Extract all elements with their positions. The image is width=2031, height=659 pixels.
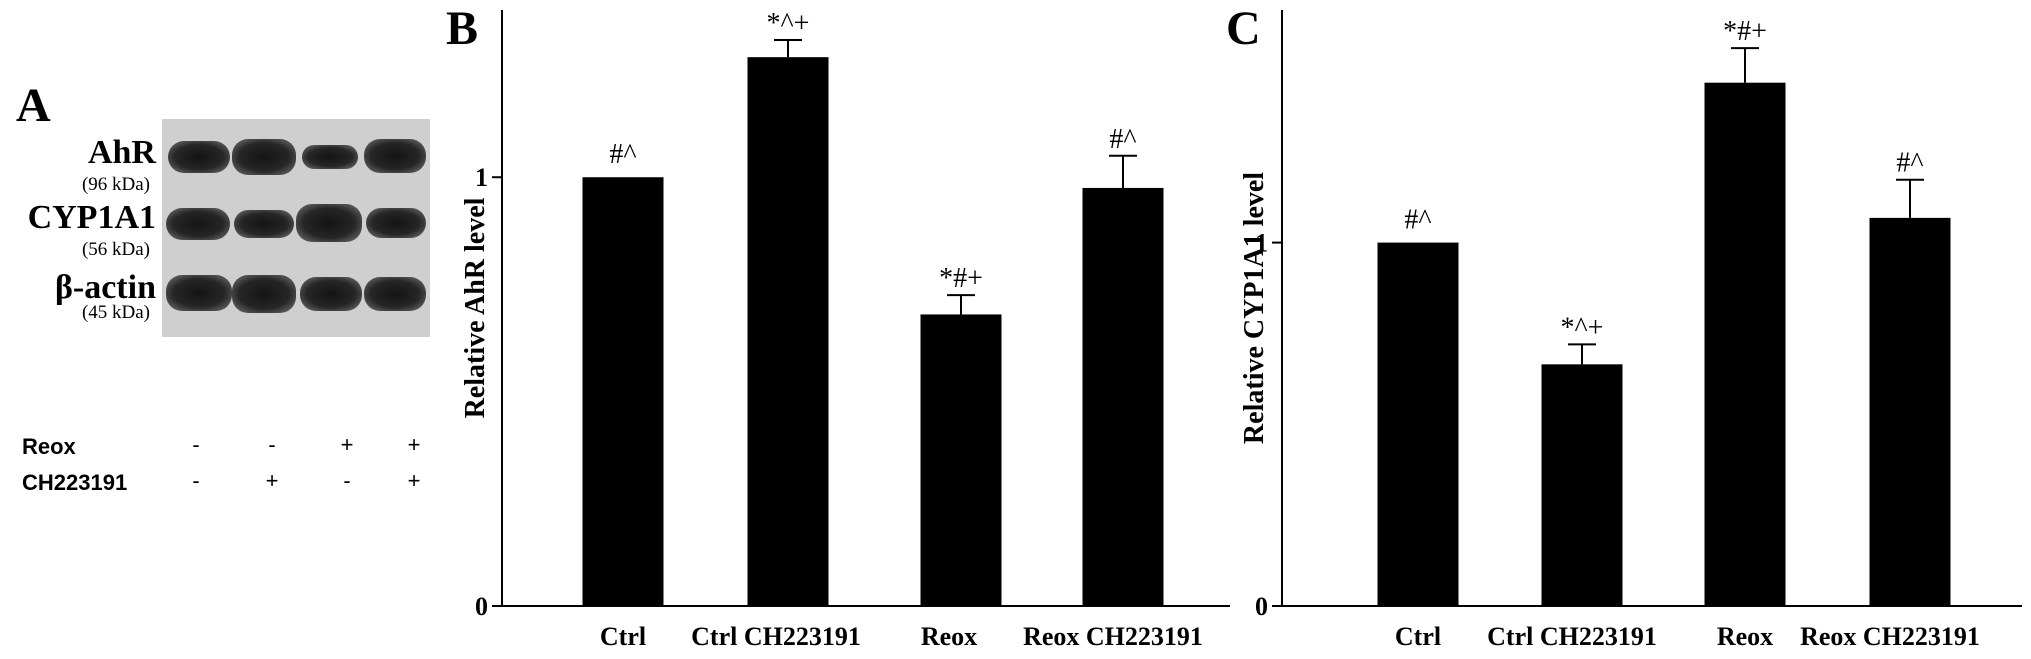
- band: [366, 208, 426, 238]
- panel-letter: B: [446, 2, 478, 55]
- significance-annotation: *#+: [1723, 16, 1767, 47]
- bar: [1082, 187, 1164, 606]
- condition-sign: -: [268, 432, 276, 457]
- bar: [1869, 217, 1951, 606]
- x-tick-label: Ctrl CH223191: [1487, 622, 1657, 651]
- blot-label-beta-actin: β-actin: [54, 269, 156, 306]
- condition-sign: -: [343, 468, 351, 493]
- significance-annotation: #^: [609, 139, 636, 170]
- band: [166, 275, 232, 311]
- blot-label-ahr: AhR: [87, 134, 156, 171]
- band: [364, 139, 426, 173]
- condition-label-ch223191: CH223191: [22, 470, 128, 495]
- band: [300, 277, 362, 311]
- bar: [747, 57, 829, 606]
- x-tick-label: Reox CH223191: [1800, 622, 1980, 651]
- band: [168, 141, 230, 173]
- x-tick-label: Reox: [921, 622, 977, 651]
- blot-label-cyp1a1: CYP1A1: [27, 199, 156, 236]
- y-tick-label: 1: [475, 163, 488, 192]
- panel-letter-a: A: [16, 79, 51, 132]
- western-blot-panel: A AhR (96 kDa) CYP1A1 (56 kDa) β-actin (…: [0, 0, 440, 659]
- condition-sign: +: [407, 468, 421, 493]
- band: [296, 204, 362, 242]
- condition-sign: -: [192, 468, 200, 493]
- blot-kda-ahr: (96 kDa): [81, 174, 150, 195]
- x-tick-label: Ctrl: [1395, 622, 1441, 651]
- y-axis-label: Relative AhR level: [460, 197, 491, 418]
- blot-strip-beta-actin: [162, 257, 430, 337]
- blot-kda-beta-actin: (45 kDa): [81, 302, 150, 323]
- condition-sign: +: [340, 432, 354, 457]
- x-tick-label: Ctrl CH223191: [691, 622, 861, 651]
- band: [234, 210, 294, 238]
- x-tick-label: Reox: [1717, 622, 1773, 651]
- blot-kda-cyp1a1: (56 kDa): [81, 239, 150, 260]
- x-tick-label: Ctrl: [600, 622, 646, 651]
- significance-annotation: #^: [1404, 205, 1431, 236]
- panel-letter: C: [1226, 2, 1261, 55]
- band: [232, 139, 296, 175]
- bar: [1704, 82, 1786, 607]
- bar: [582, 177, 664, 606]
- x-tick-label: Reox CH223191: [1023, 622, 1203, 651]
- condition-label-reox: Reox: [22, 434, 76, 459]
- condition-sign: +: [265, 468, 279, 493]
- y-tick-label: 0: [1255, 592, 1268, 621]
- condition-sign: -: [192, 432, 200, 457]
- condition-sign: +: [407, 432, 421, 457]
- y-axis-label: Relative CYP1A1 level: [1239, 172, 1270, 444]
- band: [232, 275, 296, 313]
- significance-annotation: #^: [1896, 148, 1923, 179]
- y-tick-label: 0: [475, 592, 488, 621]
- significance-annotation: #^: [1109, 124, 1136, 155]
- chart-panel-b: B 0 1 Relative AhR level #^ Ctrl *^+ Ctrl CH223…: [446, 2, 1230, 651]
- band: [166, 208, 230, 240]
- significance-annotation: *^+: [767, 8, 810, 39]
- bar: [1541, 364, 1623, 606]
- significance-annotation: *^+: [1561, 312, 1604, 343]
- band: [364, 277, 426, 311]
- bar: [1377, 242, 1459, 606]
- blot-strip-ahr: [162, 119, 430, 199]
- band: [302, 145, 358, 169]
- bar: [920, 314, 1002, 606]
- blot-strip-cyp1a1: [162, 188, 430, 268]
- y-tick-label: 1: [1255, 229, 1268, 258]
- significance-annotation: *#+: [939, 263, 983, 294]
